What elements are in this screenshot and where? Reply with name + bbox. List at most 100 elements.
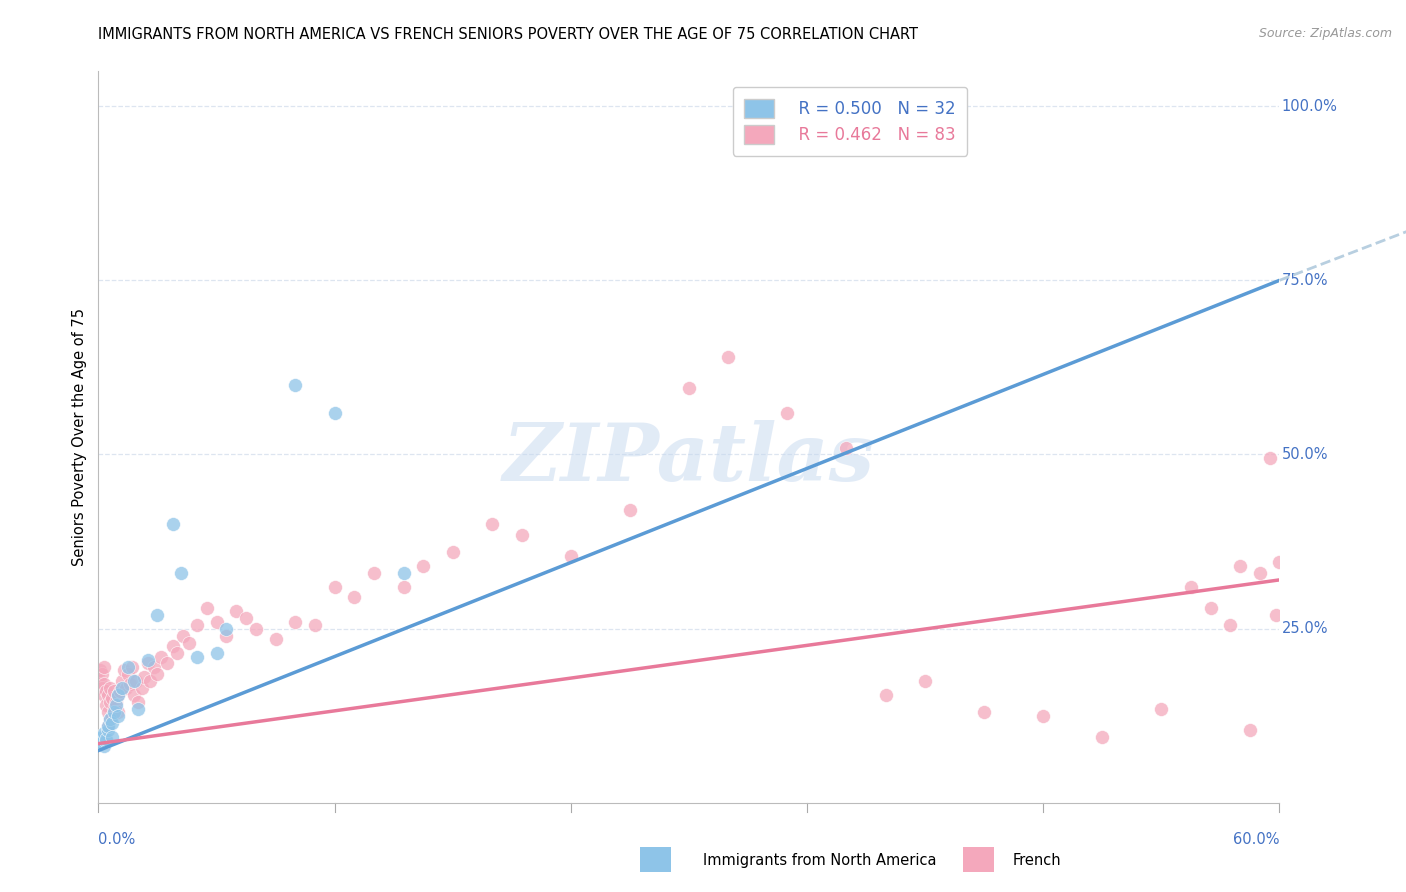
Point bbox=[96, 684, 118, 698]
Point bbox=[343, 591, 366, 605]
Text: 0.0%: 0.0% bbox=[98, 832, 135, 847]
Point bbox=[170, 566, 193, 580]
Point bbox=[195, 600, 218, 615]
Point bbox=[284, 377, 307, 392]
Point bbox=[93, 660, 115, 674]
Point bbox=[115, 681, 138, 695]
Point bbox=[363, 566, 385, 580]
Text: 60.0%: 60.0% bbox=[1233, 832, 1279, 847]
Point bbox=[1032, 708, 1054, 723]
Point bbox=[101, 708, 124, 723]
Point bbox=[107, 688, 129, 702]
Point bbox=[101, 691, 124, 706]
Point bbox=[875, 688, 897, 702]
Point bbox=[186, 618, 208, 632]
Text: IMMIGRANTS FROM NORTH AMERICA VS FRENCH SENIORS POVERTY OVER THE AGE OF 75 CORRE: IMMIGRANTS FROM NORTH AMERICA VS FRENCH … bbox=[98, 27, 918, 42]
Point bbox=[1150, 702, 1173, 716]
Point bbox=[136, 657, 159, 671]
Point bbox=[973, 705, 995, 719]
Point bbox=[103, 702, 125, 716]
Point bbox=[111, 681, 134, 695]
Point bbox=[150, 649, 173, 664]
Point bbox=[91, 681, 114, 695]
Point bbox=[117, 660, 139, 674]
Point bbox=[96, 734, 118, 748]
Point bbox=[91, 730, 114, 744]
Point bbox=[108, 684, 131, 698]
Point bbox=[146, 607, 169, 622]
Point bbox=[93, 677, 115, 691]
Point bbox=[245, 622, 267, 636]
Point bbox=[93, 688, 115, 702]
Point bbox=[93, 726, 115, 740]
Point bbox=[162, 639, 184, 653]
Point bbox=[481, 517, 503, 532]
Point bbox=[97, 719, 120, 733]
Point bbox=[112, 664, 135, 678]
Point bbox=[215, 629, 238, 643]
Point bbox=[107, 705, 129, 719]
Text: Source: ZipAtlas.com: Source: ZipAtlas.com bbox=[1258, 27, 1392, 40]
Point bbox=[97, 719, 120, 733]
Point bbox=[717, 350, 740, 364]
Point bbox=[105, 695, 128, 709]
Point bbox=[122, 673, 145, 688]
Point bbox=[177, 635, 200, 649]
Point bbox=[560, 549, 582, 563]
Point bbox=[1199, 600, 1222, 615]
Point bbox=[103, 684, 125, 698]
Point bbox=[125, 673, 148, 688]
Point bbox=[127, 702, 149, 716]
Point bbox=[776, 406, 799, 420]
Point bbox=[1268, 556, 1291, 570]
Point bbox=[91, 733, 114, 747]
Point bbox=[96, 698, 118, 713]
Point bbox=[101, 715, 124, 730]
Point bbox=[304, 618, 326, 632]
Point bbox=[89, 664, 111, 678]
Text: French: French bbox=[1012, 854, 1062, 868]
Legend:   R = 0.500   N = 32,   R = 0.462   N = 83: R = 0.500 N = 32, R = 0.462 N = 83 bbox=[733, 87, 967, 155]
Point bbox=[323, 580, 346, 594]
Point bbox=[441, 545, 464, 559]
Point bbox=[1091, 730, 1114, 744]
Point bbox=[97, 705, 120, 719]
Point bbox=[111, 673, 134, 688]
Point bbox=[215, 622, 238, 636]
Point bbox=[225, 604, 247, 618]
Point bbox=[142, 660, 165, 674]
Point bbox=[98, 712, 121, 726]
Point bbox=[205, 615, 228, 629]
Point bbox=[101, 730, 124, 744]
Point bbox=[89, 737, 111, 751]
Point bbox=[1264, 607, 1286, 622]
Point bbox=[96, 731, 118, 746]
Point bbox=[264, 632, 287, 646]
Point bbox=[619, 503, 641, 517]
Point bbox=[1249, 566, 1271, 580]
Point bbox=[186, 649, 208, 664]
Point bbox=[107, 688, 129, 702]
Point bbox=[103, 705, 125, 719]
Point bbox=[146, 667, 169, 681]
Text: ZIPatlas: ZIPatlas bbox=[503, 420, 875, 498]
Point bbox=[412, 558, 434, 573]
Text: 75.0%: 75.0% bbox=[1282, 273, 1329, 288]
Point bbox=[93, 739, 115, 753]
Point bbox=[162, 517, 184, 532]
Point bbox=[392, 580, 415, 594]
Point bbox=[323, 406, 346, 420]
Point bbox=[815, 134, 838, 148]
Point bbox=[127, 695, 149, 709]
Point bbox=[510, 527, 533, 541]
Point bbox=[105, 698, 128, 713]
Point bbox=[914, 673, 936, 688]
Point bbox=[205, 646, 228, 660]
Y-axis label: Seniors Poverty Over the Age of 75: Seniors Poverty Over the Age of 75 bbox=[72, 308, 87, 566]
Point bbox=[89, 673, 111, 688]
Point bbox=[678, 381, 700, 395]
Point bbox=[118, 677, 141, 691]
Point bbox=[122, 688, 145, 702]
Point bbox=[284, 615, 307, 629]
Text: 25.0%: 25.0% bbox=[1282, 621, 1329, 636]
